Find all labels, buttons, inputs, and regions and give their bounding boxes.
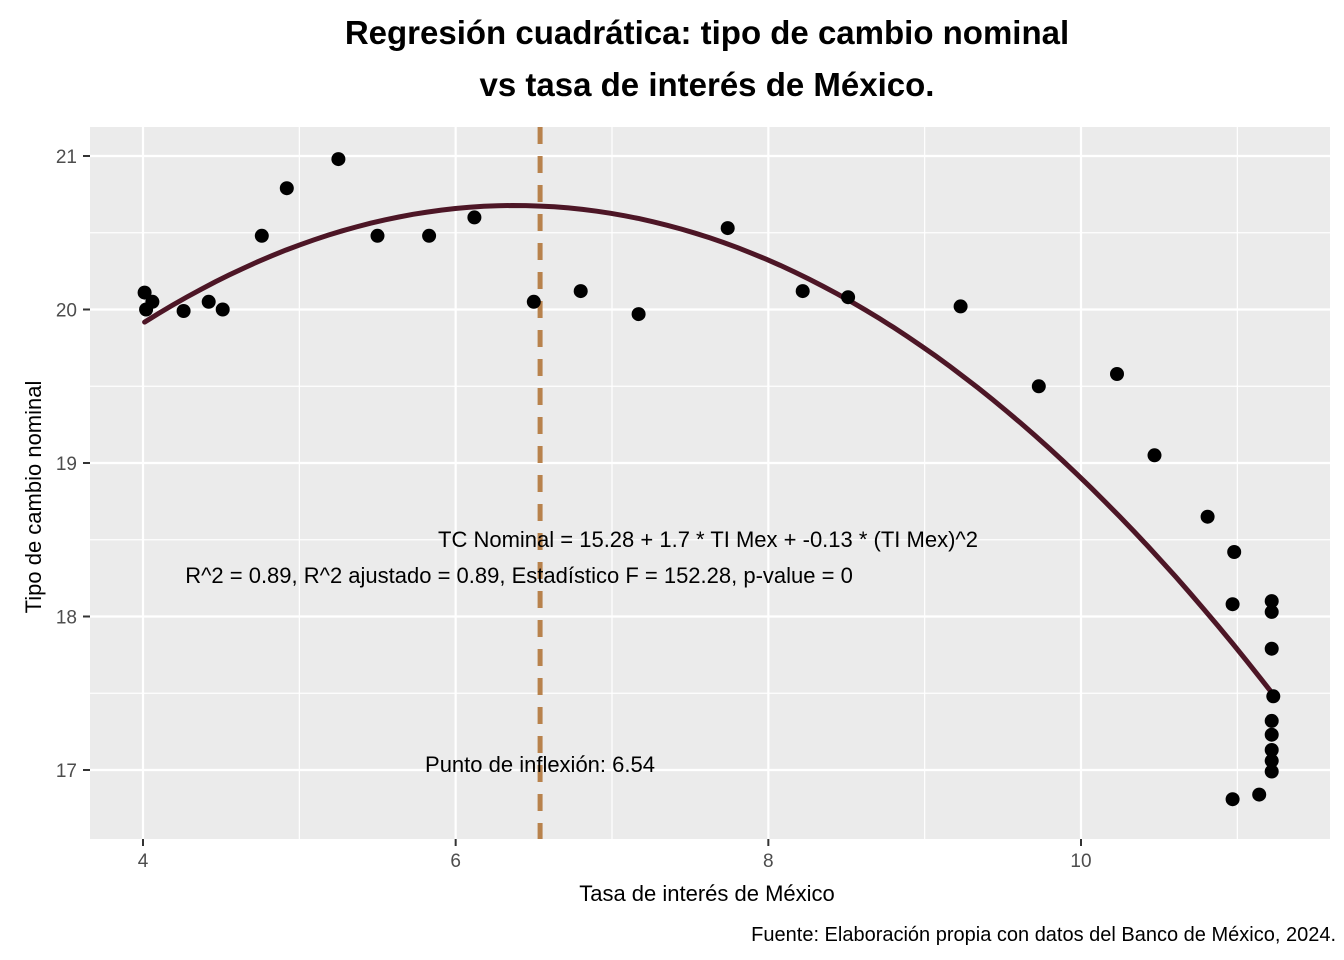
data-point — [1225, 792, 1240, 807]
data-point — [139, 302, 154, 317]
data-point — [422, 228, 437, 243]
data-point — [1225, 597, 1240, 612]
data-point — [953, 299, 968, 314]
source-caption: Fuente: Elaboración propia con datos del… — [751, 924, 1336, 946]
gridlines-minor — [90, 127, 1330, 839]
data-point — [795, 284, 810, 299]
data-point — [467, 210, 482, 225]
data-point — [331, 152, 346, 167]
data-point — [1264, 594, 1279, 609]
data-point — [1264, 713, 1279, 728]
gridlines-major — [90, 127, 1330, 839]
x-tick-label: 6 — [450, 851, 461, 872]
inflection-annotation: Punto de inflexión: 6.54 — [425, 752, 655, 777]
x-axis-title: Tasa de interés de México — [579, 881, 835, 906]
data-point — [176, 304, 191, 318]
data-point — [841, 290, 856, 305]
data-point — [137, 285, 152, 300]
data-point — [1147, 448, 1162, 463]
data-point — [631, 307, 646, 322]
data-point — [254, 228, 269, 243]
y-tick-label: 17 — [56, 761, 77, 782]
data-point — [1200, 509, 1215, 524]
equation-annotation: TC Nominal = 15.28 + 1.7 * TI Mex + -0.1… — [438, 527, 978, 552]
data-point — [573, 284, 588, 299]
data-point — [1264, 641, 1279, 656]
x-tick-label: 8 — [763, 851, 774, 872]
data-point — [279, 181, 294, 196]
x-tick-label: 4 — [138, 851, 149, 872]
data-point — [370, 228, 385, 243]
y-tick-label: 19 — [56, 454, 77, 475]
chart-title-line2: vs tasa de interés de México. — [480, 66, 935, 103]
y-tick-label: 18 — [56, 608, 77, 629]
scatter-points — [137, 152, 1281, 807]
axis-ticks: 4 6 8 10 21 20 19 18 17 — [56, 147, 1092, 872]
regression-curve — [142, 202, 1278, 700]
stats-annotation: R^2 = 0.89, R^2 ajustado = 0.89, Estadís… — [185, 563, 853, 588]
data-point — [1227, 545, 1242, 559]
data-point — [1252, 787, 1267, 802]
y-tick-label: 21 — [56, 147, 77, 168]
data-point — [526, 294, 541, 309]
data-point — [201, 294, 216, 309]
data-point — [1264, 604, 1279, 619]
data-point — [1264, 753, 1279, 768]
data-point — [1031, 379, 1046, 394]
y-tick-label: 20 — [56, 301, 77, 322]
x-tick-label: 10 — [1070, 851, 1091, 872]
data-point — [1264, 727, 1279, 742]
data-point — [720, 221, 735, 236]
chart-title-line1: Regresión cuadrática: tipo de cambio nom… — [345, 14, 1069, 51]
data-point — [1110, 367, 1124, 381]
y-axis-title: Tipo de cambio nominal — [21, 381, 46, 614]
data-point — [215, 302, 230, 317]
data-point — [1266, 689, 1281, 704]
plot-panel — [90, 127, 1330, 839]
data-point — [1264, 743, 1279, 757]
data-point — [1264, 764, 1279, 779]
